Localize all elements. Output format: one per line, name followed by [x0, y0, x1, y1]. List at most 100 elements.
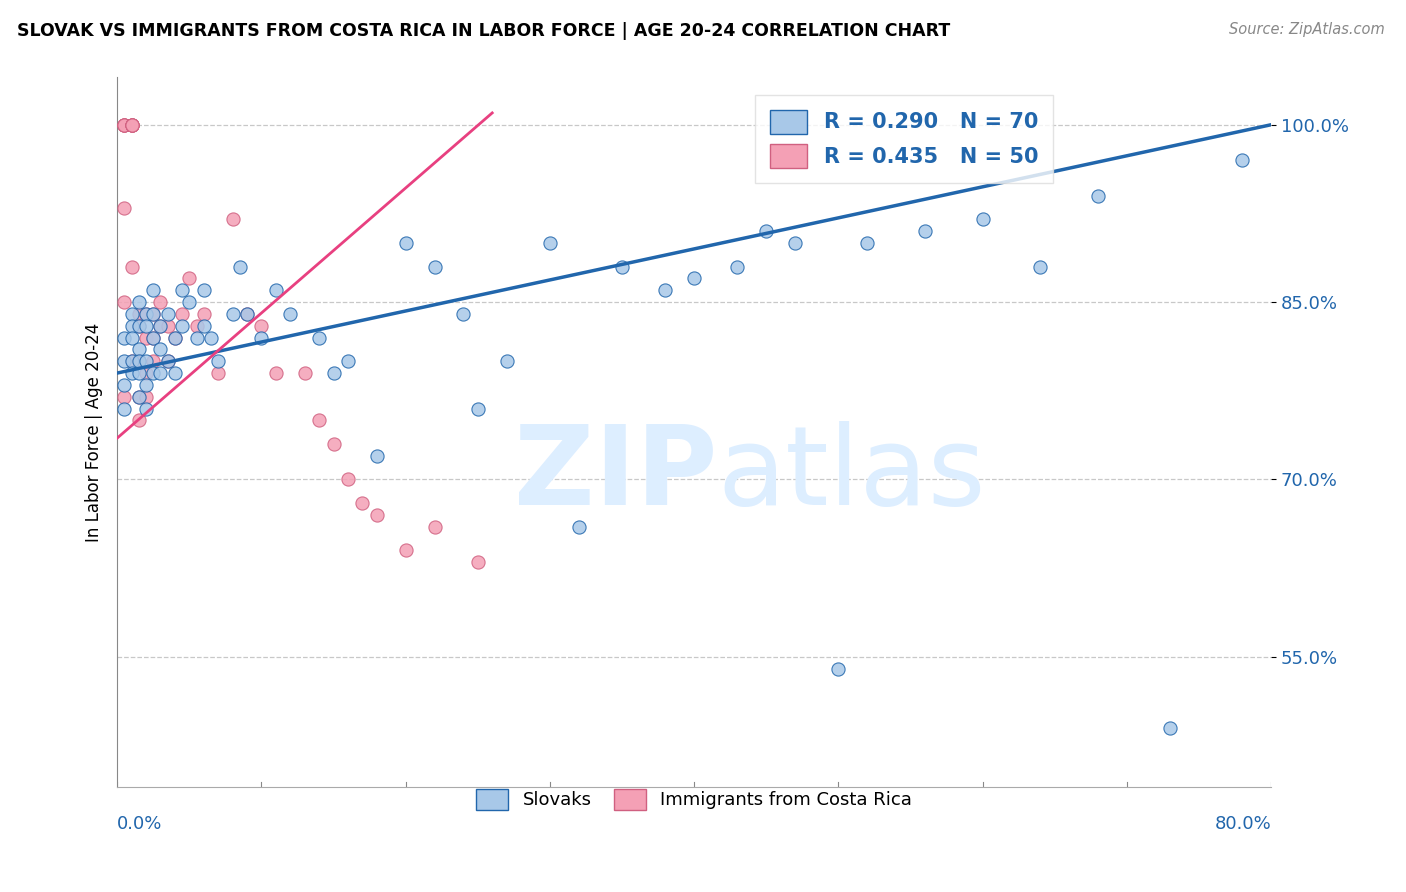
- Point: [135, 366, 157, 380]
- Point: [128, 318, 150, 333]
- Point: [336, 354, 359, 368]
- Point: [149, 295, 172, 310]
- Point: [683, 271, 706, 285]
- Point: [112, 118, 135, 132]
- Point: [495, 354, 517, 368]
- Point: [135, 307, 157, 321]
- Point: [156, 307, 179, 321]
- Point: [785, 235, 807, 250]
- Point: [149, 366, 172, 380]
- Point: [538, 235, 561, 250]
- Text: SLOVAK VS IMMIGRANTS FROM COSTA RICA IN LABOR FORCE | AGE 20-24 CORRELATION CHAR: SLOVAK VS IMMIGRANTS FROM COSTA RICA IN …: [17, 22, 950, 40]
- Point: [395, 235, 418, 250]
- Point: [121, 118, 143, 132]
- Point: [135, 390, 157, 404]
- Point: [179, 295, 201, 310]
- Point: [128, 413, 150, 427]
- Point: [156, 354, 179, 368]
- Point: [264, 366, 287, 380]
- Point: [568, 520, 591, 534]
- Point: [156, 354, 179, 368]
- Point: [308, 330, 330, 344]
- Point: [135, 377, 157, 392]
- Legend: Slovaks, Immigrants from Costa Rica: Slovaks, Immigrants from Costa Rica: [468, 781, 920, 817]
- Point: [135, 330, 157, 344]
- Point: [467, 555, 489, 569]
- Point: [236, 307, 259, 321]
- Point: [121, 118, 143, 132]
- Point: [172, 318, 194, 333]
- Point: [725, 260, 748, 274]
- Point: [128, 354, 150, 368]
- Point: [1159, 721, 1181, 735]
- Text: atlas: atlas: [717, 421, 986, 528]
- Point: [186, 330, 208, 344]
- Point: [294, 366, 316, 380]
- Point: [322, 366, 344, 380]
- Point: [128, 354, 150, 368]
- Point: [112, 377, 135, 392]
- Point: [827, 662, 849, 676]
- Point: [142, 366, 165, 380]
- Point: [135, 307, 157, 321]
- Point: [112, 401, 135, 416]
- Point: [193, 318, 215, 333]
- Point: [308, 413, 330, 427]
- Point: [186, 318, 208, 333]
- Text: 80.0%: 80.0%: [1215, 815, 1271, 833]
- Point: [366, 508, 388, 522]
- Point: [121, 330, 143, 344]
- Point: [236, 307, 259, 321]
- Point: [467, 401, 489, 416]
- Point: [149, 318, 172, 333]
- Point: [135, 318, 157, 333]
- Text: ZIP: ZIP: [513, 421, 717, 528]
- Point: [193, 307, 215, 321]
- Point: [172, 307, 194, 321]
- Point: [135, 401, 157, 416]
- Point: [135, 354, 157, 368]
- Point: [128, 366, 150, 380]
- Point: [112, 118, 135, 132]
- Point: [163, 330, 186, 344]
- Point: [128, 390, 150, 404]
- Point: [121, 260, 143, 274]
- Point: [121, 118, 143, 132]
- Point: [149, 343, 172, 357]
- Point: [128, 343, 150, 357]
- Point: [121, 307, 143, 321]
- Point: [128, 390, 150, 404]
- Point: [1232, 153, 1254, 168]
- Point: [423, 260, 446, 274]
- Point: [142, 330, 165, 344]
- Point: [366, 449, 388, 463]
- Point: [112, 201, 135, 215]
- Point: [423, 520, 446, 534]
- Point: [654, 283, 676, 297]
- Point: [914, 224, 936, 238]
- Point: [121, 118, 143, 132]
- Point: [221, 307, 243, 321]
- Point: [121, 354, 143, 368]
- Point: [163, 366, 186, 380]
- Point: [112, 118, 135, 132]
- Point: [972, 212, 994, 227]
- Point: [142, 330, 165, 344]
- Point: [112, 118, 135, 132]
- Point: [142, 283, 165, 297]
- Point: [112, 354, 135, 368]
- Point: [128, 318, 150, 333]
- Point: [229, 260, 252, 274]
- Point: [142, 307, 165, 321]
- Point: [264, 283, 287, 297]
- Point: [163, 330, 186, 344]
- Point: [1029, 260, 1052, 274]
- Point: [207, 366, 229, 380]
- Point: [278, 307, 301, 321]
- Point: [193, 283, 215, 297]
- Point: [121, 366, 143, 380]
- Point: [755, 224, 778, 238]
- Point: [1087, 188, 1109, 202]
- Point: [128, 354, 150, 368]
- Point: [179, 271, 201, 285]
